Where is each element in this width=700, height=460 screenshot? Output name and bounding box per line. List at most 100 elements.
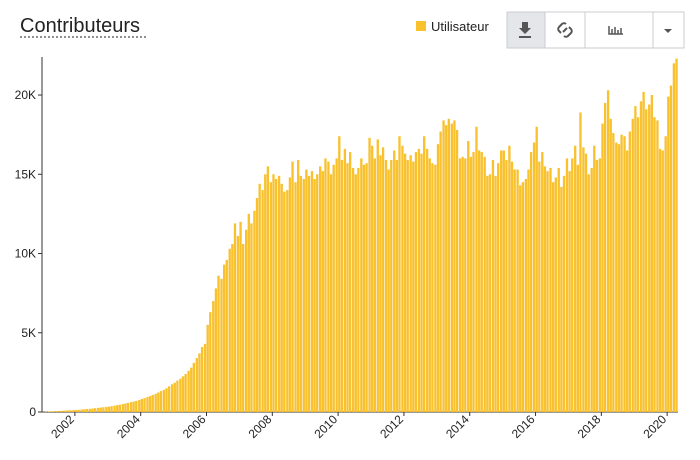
bar [174,383,176,412]
bar [242,244,244,412]
bar [623,136,625,412]
bar [264,174,266,412]
bar [398,136,400,412]
bar [286,190,288,412]
bar [229,249,231,412]
bar [459,158,461,412]
bar [571,158,573,412]
bar [453,120,455,412]
bar [56,411,58,412]
bar [568,171,570,412]
bar [289,177,291,412]
bar [434,165,436,412]
bar [390,160,392,412]
bar [431,163,433,412]
bar [462,157,464,412]
bar [187,371,189,412]
bar [209,312,211,412]
bar [478,151,480,412]
bar [171,384,173,412]
bar [653,117,655,412]
bar [590,168,592,412]
bar [555,177,557,412]
legend-swatch [416,21,426,31]
x-tick-label: 2008 [246,412,275,441]
bar [423,136,425,412]
bar [448,119,450,412]
bar [675,59,677,412]
bar [393,151,395,412]
bar [410,155,412,412]
bar [168,386,170,412]
bar [536,127,538,412]
bar [305,170,307,412]
bar [94,408,96,412]
bar [163,390,165,412]
bar [119,405,121,412]
bar [132,402,134,412]
bar [360,158,362,412]
bar [401,146,403,412]
bar [582,147,584,412]
bar [387,170,389,412]
bar [294,182,296,412]
bar [665,136,667,412]
bar [193,363,195,412]
bar [407,160,409,412]
bar [456,130,458,412]
bar [670,86,672,412]
x-tick-label: 2004 [114,412,143,441]
bar [80,409,82,412]
x-tick-label: 2016 [509,412,538,441]
bar [546,171,548,412]
bar [494,176,496,412]
bar [64,411,66,412]
bar [267,166,269,412]
bar [245,230,247,412]
bar [146,397,148,412]
bar [371,146,373,412]
bar [486,176,488,412]
bar [198,353,200,412]
bar [141,399,143,412]
bar [620,135,622,412]
bar [184,374,186,412]
bar [341,160,343,412]
bar [470,157,472,412]
bar [311,171,313,412]
bar [541,152,543,412]
bar [626,151,628,412]
bar [365,163,367,412]
bar [533,143,535,412]
bar [261,190,263,412]
bar [250,223,252,412]
bar [122,404,124,412]
chart-type-button[interactable] [585,12,653,48]
bar [467,141,469,412]
bar [563,176,565,412]
bar [645,109,647,412]
bar [190,368,192,412]
bar [127,403,129,412]
bar [50,411,52,412]
bar [451,124,453,412]
bar [519,185,521,412]
bar [505,160,507,412]
bar [659,149,661,412]
bar [379,155,381,412]
bar [253,211,255,412]
bar [182,376,184,412]
bar [349,152,351,412]
bar [492,160,494,412]
bar [201,347,203,412]
bar [420,154,422,412]
bar [497,163,499,412]
legend-label[interactable]: Utilisateur [431,19,489,34]
bar [374,158,376,412]
bar [108,407,110,412]
bar [157,393,159,412]
bar [278,176,280,412]
bar [281,184,283,412]
y-tick-label: 20K [15,88,36,102]
